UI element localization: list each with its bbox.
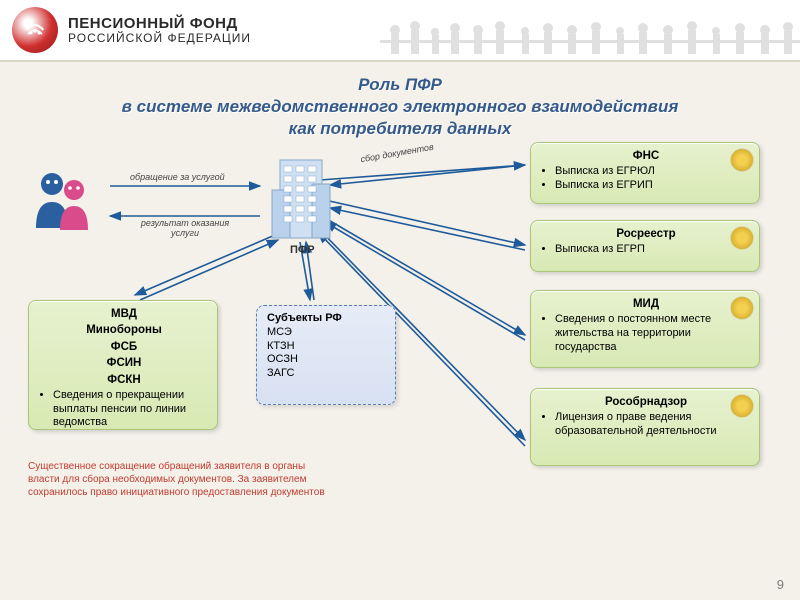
node-rosreestr: Росреестр Выписка из ЕГРП xyxy=(530,220,760,272)
pfr-logo-icon xyxy=(12,7,58,53)
emblem-icon xyxy=(731,395,753,417)
list-item: Выписка из ЕГРИП xyxy=(555,179,751,193)
node-rosobrnadzor: Рособрнадзор Лицензия о праве ведения об… xyxy=(530,388,760,466)
node-fns: ФНС Выписка из ЕГРЮЛ Выписка из ЕГРИП xyxy=(530,142,760,204)
pfr-building-icon xyxy=(266,150,336,247)
slide-title: Роль ПФР в системе межведомственного эле… xyxy=(30,74,770,140)
arrow-label-result: результат оказания услуги xyxy=(130,218,240,238)
crowd-silhouette-icon xyxy=(380,10,800,60)
node-title-line: Субъекты РФ xyxy=(267,312,387,326)
org-name: ПЕНСИОННЫЙ ФОНД РОССИЙСКОЙ ФЕДЕРАЦИИ xyxy=(68,16,251,44)
node-title-line: МСЭ xyxy=(267,326,387,340)
node-mvd: МВД Минобороны ФСБ ФСИН ФСКН Сведения о … xyxy=(28,300,218,430)
list-item: Сведения о постоянном месте жительства н… xyxy=(555,313,751,354)
org-line2: РОССИЙСКОЙ ФЕДЕРАЦИИ xyxy=(68,32,251,45)
list-item: Выписка из ЕГРП xyxy=(555,243,751,257)
node-subjects: Субъекты РФ МСЭ КТЗН ОСЗН ЗАГС xyxy=(256,305,396,405)
node-items: Выписка из ЕГРЮЛ Выписка из ЕГРИП xyxy=(541,165,751,193)
footnote: Существенное сокращение обращений заявит… xyxy=(28,460,328,499)
arrow-label-request: обращение за услугой xyxy=(130,172,225,182)
node-title-line: Минобороны xyxy=(39,323,209,337)
emblem-icon xyxy=(731,227,753,249)
node-title-line: ОСЗН xyxy=(267,353,387,367)
node-title-line: КТЗН xyxy=(267,340,387,354)
node-mid: МИД Сведения о постоянном месте жительст… xyxy=(530,290,760,368)
node-title: МИД xyxy=(541,297,751,311)
header: ПЕНСИОННЫЙ ФОНД РОССИЙСКОЙ ФЕДЕРАЦИИ xyxy=(0,0,800,62)
org-line1: ПЕНСИОННЫЙ ФОНД xyxy=(68,16,251,32)
node-title: Рособрнадзор xyxy=(541,395,751,409)
emblem-icon xyxy=(731,149,753,171)
node-items: Сведения о прекращении выплаты пенсии по… xyxy=(39,389,209,430)
title-line3: как потребителя данных xyxy=(30,118,770,140)
citizens-icon xyxy=(28,168,98,239)
node-title-line: ФСКН xyxy=(39,373,209,387)
node-title-line: ЗАГС xyxy=(267,367,387,381)
node-title-line: МВД xyxy=(39,307,209,321)
node-items: Лицензия о праве ведения образовательной… xyxy=(541,411,751,439)
page-number: 9 xyxy=(777,577,784,592)
list-item: Сведения о прекращении выплаты пенсии по… xyxy=(53,389,209,430)
emblem-icon xyxy=(731,297,753,319)
arrow-label-collect: сбор документов xyxy=(360,142,435,165)
list-item: Выписка из ЕГРЮЛ xyxy=(555,165,751,179)
node-items: Сведения о постоянном месте жительства н… xyxy=(541,313,751,354)
list-item: Лицензия о праве ведения образовательной… xyxy=(555,411,751,439)
title-line2: в системе межведомственного электронного… xyxy=(30,96,770,118)
diagram-canvas: ПФР обращение за услугой результат оказа… xyxy=(0,150,800,600)
node-title-line: ФСБ xyxy=(39,340,209,354)
node-title: ФНС xyxy=(541,149,751,163)
node-title: Росреестр xyxy=(541,227,751,241)
pfr-label: ПФР xyxy=(290,244,315,256)
logo-svg xyxy=(21,16,49,44)
title-line1: Роль ПФР xyxy=(30,74,770,96)
node-title-line: ФСИН xyxy=(39,356,209,370)
node-items: Выписка из ЕГРП xyxy=(541,243,751,257)
